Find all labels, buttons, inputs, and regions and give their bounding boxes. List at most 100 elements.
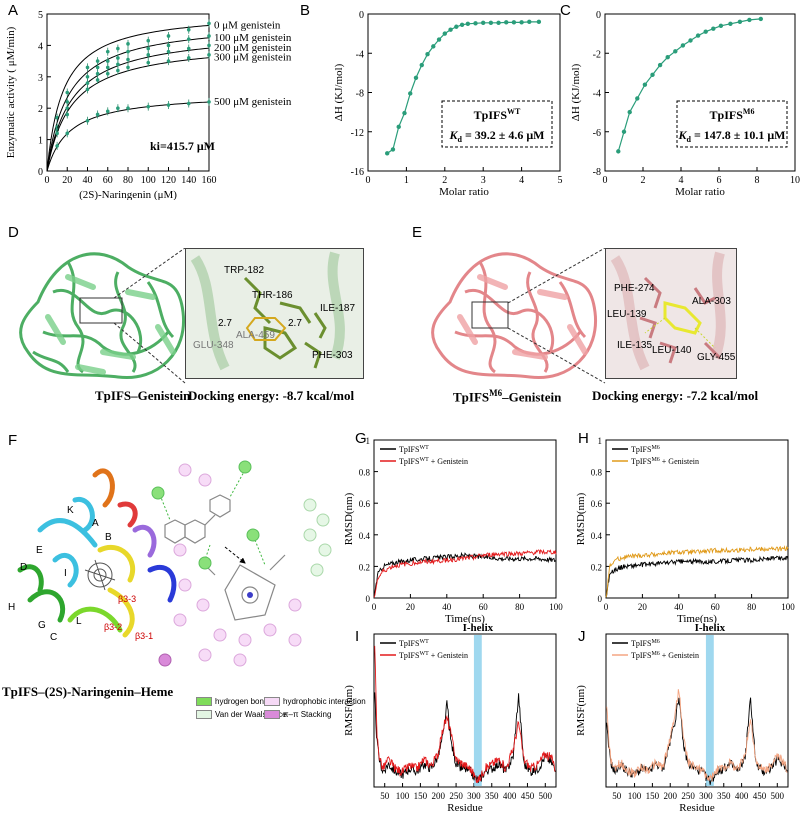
x-tick-label: 80 [747,602,757,612]
data-point [504,20,509,25]
data-point [703,29,708,34]
zoom-lines-d [113,248,186,384]
x-tick-label: 160 [202,175,217,186]
x-axis-label: (2S)-Naringenin (μM) [79,189,177,200]
helix-label-l: L [76,616,82,627]
ki-annotation: ki=415.7 μM [150,139,215,153]
y-tick-label: 0 [38,167,43,178]
data-point [527,19,532,25]
residue-label-phe274: PHE-274 [614,283,655,294]
x-tick-label: 450 [753,791,767,801]
data-point [465,21,471,27]
x-tick-label: 250 [449,791,463,801]
data-point [207,34,211,38]
data-point [408,91,413,96]
caption-d-right: Docking energy: -8.7 kcal/mol [188,388,355,403]
x-tick-label: 3 [481,175,486,186]
data-point [85,65,90,70]
y-tick-label: 3 [38,73,43,84]
helix-label-c: C [50,632,58,643]
x-tick-label: 150 [646,791,660,801]
plot-frame [373,439,557,599]
y-tick-label: 1 [366,436,371,446]
y-tick-label: -8 [356,89,364,100]
legend-label: TpIFSM6 [631,445,660,454]
helix-label-b: B [105,532,112,543]
data-point [116,56,120,60]
data-point [146,104,151,109]
plot-frame [373,633,557,788]
docking-pocket-e [605,248,737,379]
y-axis-label: RMSF(nm) [575,685,587,736]
data-point [186,37,191,41]
y-tick-label: 4 [38,41,43,52]
x-tick-label: 6 [717,175,722,186]
panel-label-i: I [355,628,360,645]
helix-label-i: I [64,568,67,579]
series-line [605,545,789,598]
data-point [166,103,171,107]
panel-label-c: C [560,2,571,19]
data-point [65,90,70,95]
y-tick-label: 0.4 [591,531,603,541]
x-tick-label: 400 [503,791,517,801]
chart-g-rmsd-wt: 0 20 40 60 80 100 0 0.2 0.4 0.6 0.8 1 Time(ns) RMSD(n… [343,436,563,623]
y-tick-label: 0.2 [359,562,370,572]
x-tick-label: 500 [771,791,785,801]
i-helix-band [705,635,714,786]
data-point [186,101,191,106]
data-point [105,109,110,114]
helix-label-d: D [20,562,28,573]
x-tick-label: 300 [699,791,713,801]
panel-label-a: A [8,2,19,19]
x-tick-label: 100 [141,175,156,186]
data-point [105,65,110,70]
x-tick-label: 2 [442,175,447,186]
legend-label: TpIFSWT [399,445,429,454]
y-axis-label: ΔH (KJ/mol) [570,63,582,121]
panel-label-g: G [355,430,367,447]
data-point [207,43,211,48]
series-label: 500 μM genistein [214,96,292,108]
y-tick-label: 0.4 [359,531,371,541]
y-tick-label: 0 [598,594,603,604]
data-point [473,21,478,26]
legend-label: TpIFSWT [399,639,429,648]
data-point [116,106,120,110]
series-label: 100 μM genistein [214,32,292,44]
y-tick-label: -12 [351,128,364,139]
data-point [65,106,70,110]
data-point [442,31,447,36]
x-tick-label: 100 [396,791,410,801]
legend-label: TpIFSM6 + Genistein [631,457,699,466]
legend-label: TpIFSM6 + Genistein [631,651,699,660]
x-tick-label: 50 [612,791,622,801]
x-tick-label: 100 [628,791,642,801]
x-tick-label: 0 [603,175,608,186]
data-point [105,71,110,76]
fit-curve [46,101,210,172]
data-point [95,78,100,82]
data-point [665,54,670,60]
x-axis-label: Time(ns) [677,613,717,623]
data-point [146,46,151,51]
data-point [95,59,100,63]
data-point [616,149,621,154]
series-line [373,549,557,598]
fit-curve [46,24,210,172]
x-tick-label: 20 [62,175,72,186]
residue-label-ala459: ALA-459 [236,330,275,341]
data-point [146,60,151,65]
box-title: TpIFSM6 [710,107,755,122]
y-tick-label: 0.6 [591,499,603,509]
data-point [425,52,430,57]
data-point [737,19,743,25]
x-tick-label: 400 [735,791,749,801]
data-point [431,44,436,49]
data-point [95,112,100,117]
protein-structure-e [431,252,598,380]
data-point [126,42,130,46]
box-title: TpIFSWT [474,107,521,122]
distance-label-2: 2.7 [288,318,302,329]
residue-label-ala303: ALA-303 [692,296,731,307]
